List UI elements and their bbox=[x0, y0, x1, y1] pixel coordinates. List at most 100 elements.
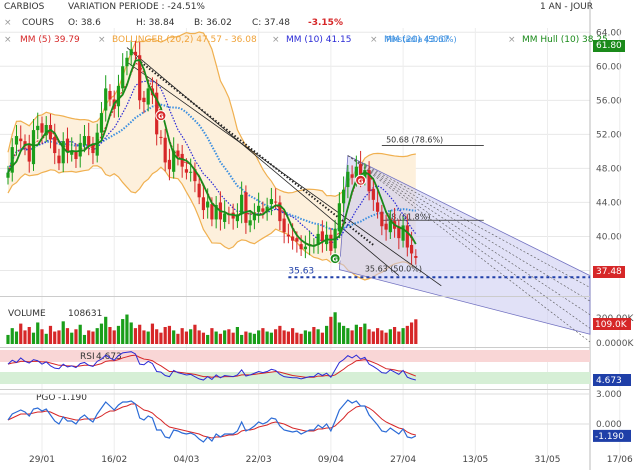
candle-body bbox=[367, 170, 371, 192]
legend-mm10-icon[interactable]: × bbox=[272, 35, 280, 45]
candle-body bbox=[91, 143, 95, 154]
candle-body bbox=[163, 137, 167, 163]
x-tick-label: 22/03 bbox=[246, 455, 272, 465]
legend-mm10: MM (10) 41.15 bbox=[286, 35, 352, 45]
volume-bar bbox=[350, 330, 354, 344]
rsi-signal-line bbox=[7, 354, 417, 378]
instrument-name: CARBIOS bbox=[4, 2, 45, 12]
candle-body bbox=[193, 169, 197, 182]
volume-bar bbox=[303, 330, 307, 344]
legend-mm5-icon[interactable]: × bbox=[4, 35, 12, 45]
candle-body bbox=[401, 225, 405, 241]
candle-body bbox=[265, 206, 269, 212]
volume-bar bbox=[61, 321, 65, 344]
volume-bar bbox=[201, 332, 206, 344]
signal-marker bbox=[329, 253, 341, 265]
pgo-title: PGO bbox=[36, 393, 56, 403]
panel-separator bbox=[0, 347, 590, 348]
volume-bar bbox=[405, 325, 409, 344]
candle-body bbox=[261, 208, 265, 212]
legend-mm5: MM (5) 39.79 bbox=[20, 35, 80, 45]
volume-bar bbox=[99, 323, 104, 344]
candle-body bbox=[176, 150, 180, 157]
candle-body bbox=[172, 150, 176, 172]
pgo-value: -1.190 bbox=[58, 393, 87, 403]
volume-bar bbox=[337, 322, 341, 344]
volume-bar bbox=[138, 324, 142, 344]
fan-line bbox=[347, 155, 591, 302]
y-tick-label: 64.00 bbox=[596, 28, 622, 38]
volume-bar bbox=[163, 327, 167, 344]
signal-marker-letter: G bbox=[332, 256, 338, 264]
rsi-overbought-zone bbox=[0, 350, 590, 362]
trend-line-lower bbox=[126, 61, 442, 287]
volume-bar bbox=[14, 331, 19, 344]
fib-label-786: 50.68 (78.6%) bbox=[386, 136, 443, 145]
pgo-line bbox=[7, 399, 417, 443]
volume-bar bbox=[176, 333, 180, 344]
rsi-title: RSI bbox=[80, 352, 95, 362]
candle-body bbox=[248, 220, 252, 226]
candle-body bbox=[282, 218, 286, 233]
candle-body bbox=[210, 204, 214, 220]
candle-body bbox=[27, 143, 31, 162]
volume-bar bbox=[367, 329, 371, 344]
rsi-line bbox=[7, 351, 416, 381]
candle-body bbox=[295, 238, 299, 242]
candle-body bbox=[133, 51, 138, 56]
candle-body bbox=[278, 202, 282, 222]
candle-body bbox=[146, 88, 150, 105]
volume-bar bbox=[354, 324, 358, 344]
volume-bar bbox=[108, 327, 112, 344]
cours-label: COURS bbox=[22, 18, 54, 28]
volume-bar bbox=[74, 329, 78, 344]
candle-body bbox=[189, 171, 193, 173]
fork-label: Pinstadia (50.0%) bbox=[386, 35, 457, 44]
x-tick-label: 04/03 bbox=[173, 455, 199, 465]
volume-bar bbox=[78, 324, 82, 344]
signal-marker-letter: G bbox=[358, 177, 364, 185]
volume-bar bbox=[27, 327, 31, 344]
volume-bar bbox=[210, 328, 214, 344]
candle-body bbox=[342, 189, 346, 204]
legend-hull-icon[interactable]: × bbox=[508, 35, 516, 45]
candle-body bbox=[350, 174, 354, 178]
candle-body bbox=[223, 213, 227, 222]
candle-body bbox=[363, 170, 367, 179]
volume-bar bbox=[312, 327, 316, 344]
volume-tag: 109.0K bbox=[595, 320, 628, 330]
candle-body bbox=[291, 236, 295, 241]
x-tick-label: 17/06 bbox=[607, 455, 633, 465]
candle-body bbox=[375, 202, 380, 212]
legend-bollinger-icon[interactable]: × bbox=[98, 35, 106, 45]
volume-bar bbox=[146, 331, 150, 344]
candle-body bbox=[409, 244, 414, 254]
volume-bar bbox=[193, 324, 197, 344]
volume-bar bbox=[129, 322, 133, 344]
candle-body bbox=[316, 233, 320, 245]
candle-body bbox=[414, 256, 418, 258]
price-tag-last: 37.48 bbox=[593, 266, 625, 278]
volume-bar bbox=[10, 328, 14, 344]
volume-bar bbox=[227, 329, 231, 344]
volume-bar bbox=[329, 316, 333, 344]
candle-body bbox=[197, 183, 201, 198]
candle-body bbox=[53, 136, 57, 154]
support-level-label: 35.63 bbox=[288, 266, 314, 276]
candle-body bbox=[31, 130, 36, 165]
trend-line-dotted bbox=[134, 56, 374, 246]
x-tick-label: 09/04 bbox=[318, 455, 344, 465]
volume-bar bbox=[320, 332, 324, 344]
close-icon[interactable]: × bbox=[4, 18, 12, 28]
rsi-tag: 4.673 bbox=[596, 376, 622, 386]
volume-title: VOLUME bbox=[8, 309, 46, 319]
volume-bar bbox=[235, 327, 240, 344]
pgo-tick-zero: 0.000 bbox=[596, 420, 622, 430]
volume-bar bbox=[19, 323, 23, 344]
volume-bar bbox=[282, 330, 286, 344]
period-label[interactable]: 1 AN - JOUR bbox=[540, 2, 594, 12]
volume-bar bbox=[316, 329, 320, 344]
volume-bar bbox=[299, 333, 303, 344]
legend-mm20-icon[interactable]: × bbox=[370, 35, 378, 45]
